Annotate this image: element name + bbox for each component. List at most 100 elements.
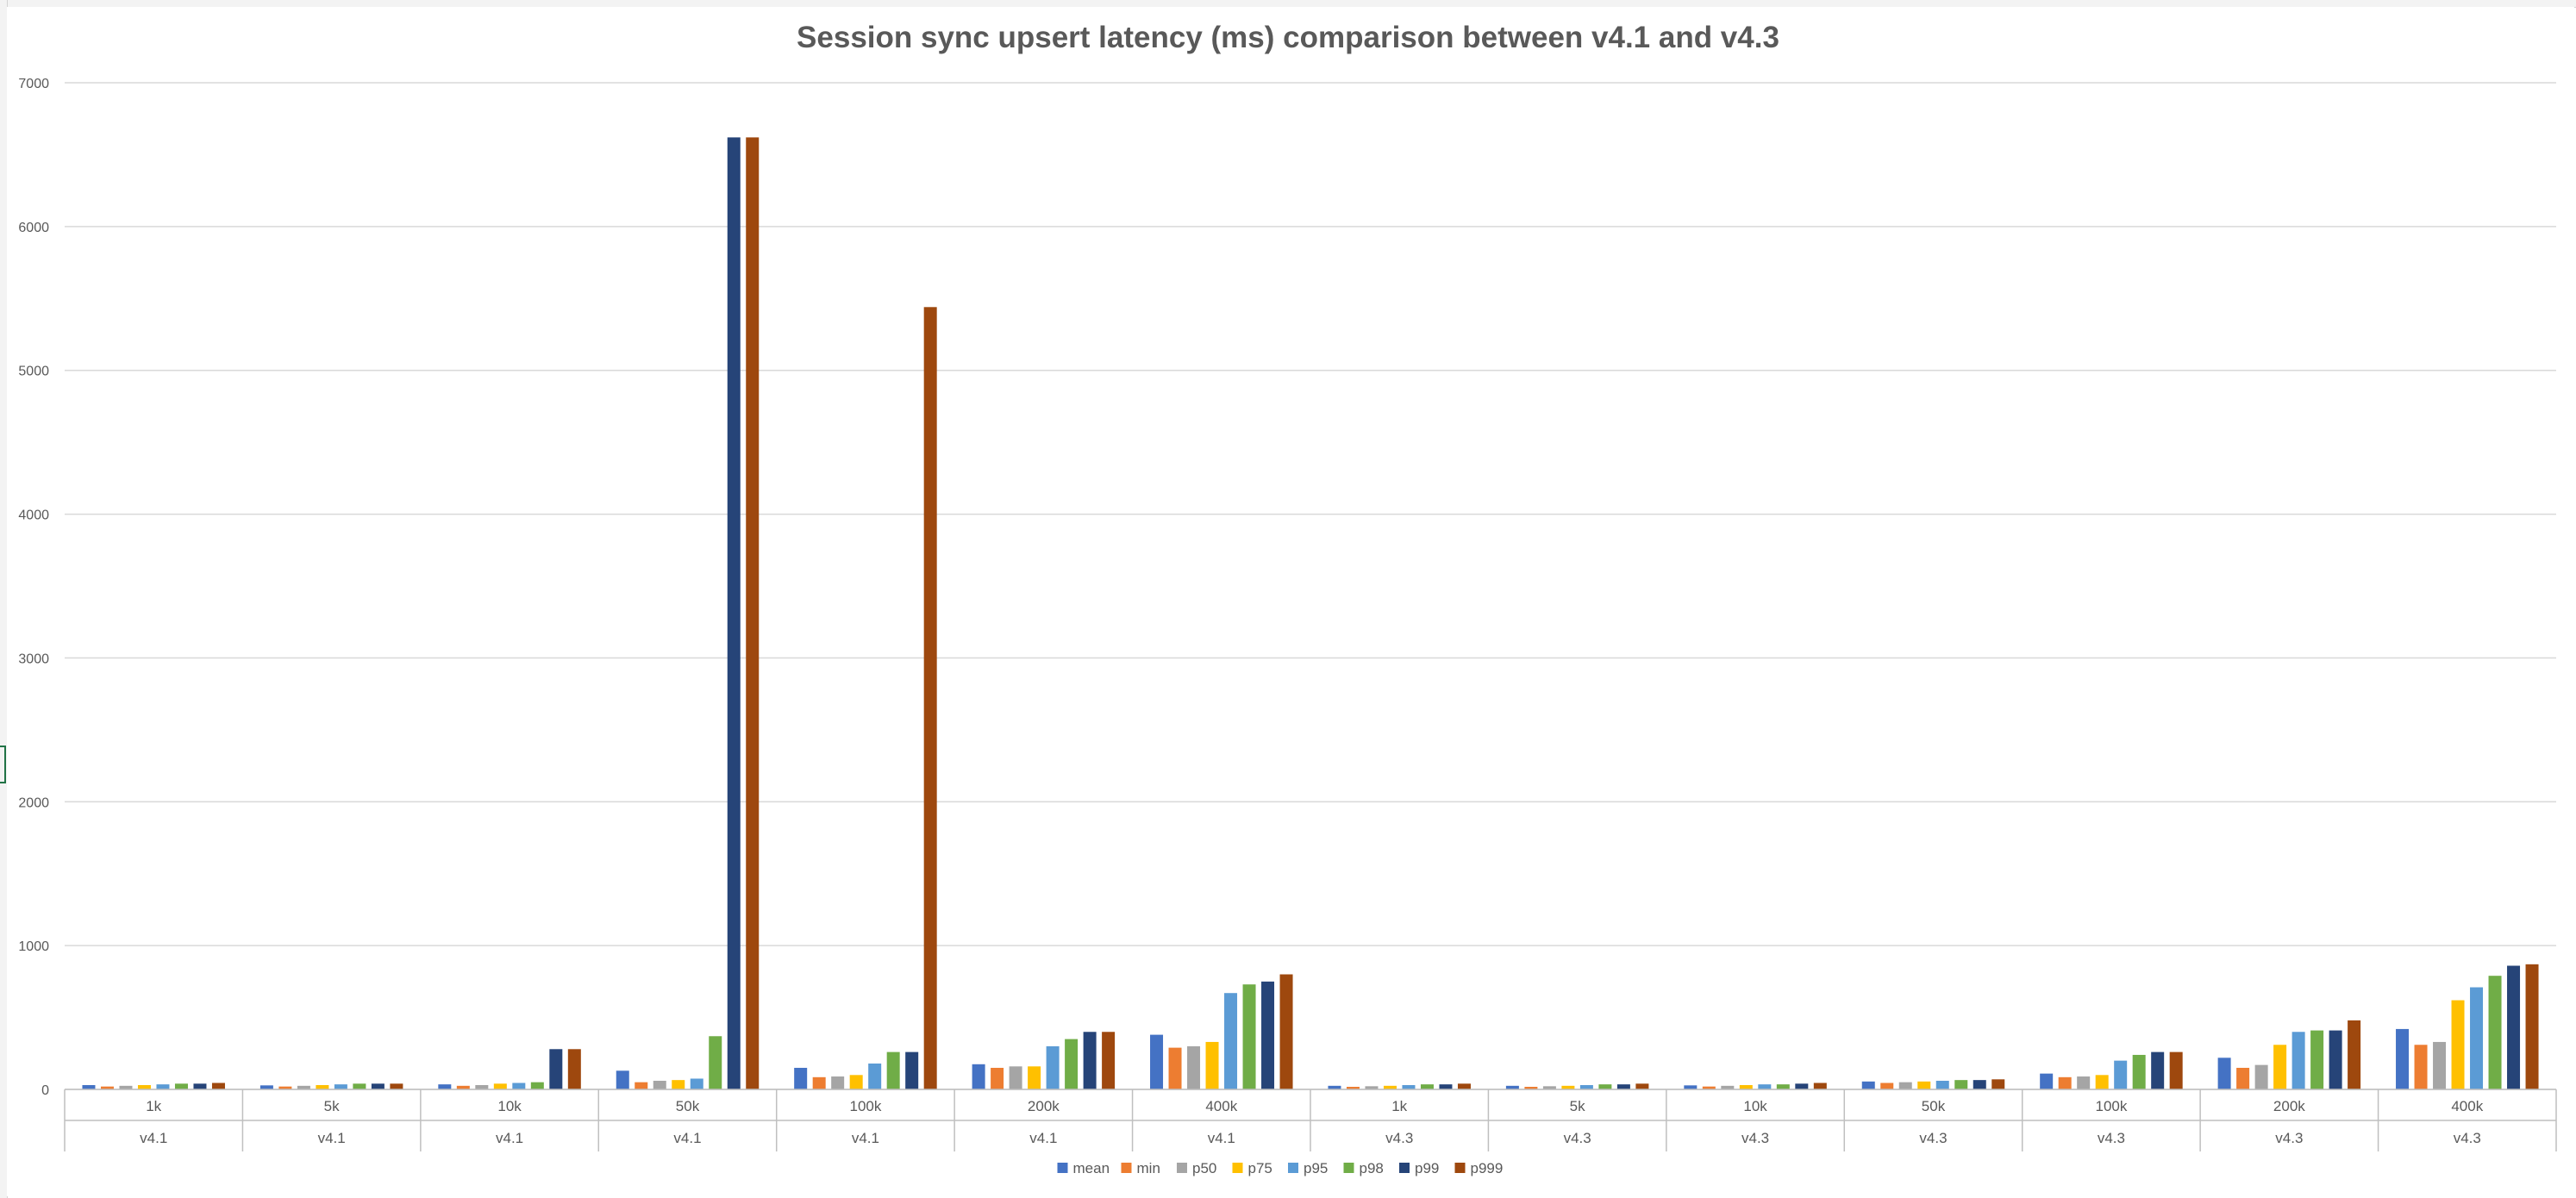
bar-min[interactable] — [2236, 1067, 2250, 1089]
bar-p99[interactable] — [193, 1083, 207, 1089]
bar-p95[interactable] — [1402, 1084, 1416, 1089]
bar-p95[interactable] — [1935, 1080, 1949, 1089]
bar-mean[interactable] — [1150, 1034, 1164, 1089]
bar-p98[interactable] — [1420, 1084, 1434, 1089]
bar-p999[interactable] — [2169, 1051, 2183, 1089]
bar-p99[interactable] — [1795, 1083, 1809, 1089]
bar-mean[interactable] — [972, 1064, 985, 1089]
bar-p95[interactable] — [334, 1084, 347, 1089]
bar-p95[interactable] — [690, 1078, 703, 1089]
bar-p999[interactable] — [211, 1083, 225, 1089]
bar-p999[interactable] — [1102, 1032, 1116, 1089]
bar-p50[interactable] — [475, 1084, 489, 1089]
bar-p50[interactable] — [1365, 1086, 1379, 1089]
bar-p75[interactable] — [2273, 1045, 2287, 1089]
bar-p95[interactable] — [868, 1063, 882, 1089]
bar-min[interactable] — [1346, 1086, 1360, 1089]
bar-p99[interactable] — [2329, 1030, 2342, 1089]
bar-p75[interactable] — [1028, 1066, 1041, 1089]
bar-p50[interactable] — [1187, 1045, 1201, 1089]
bar-p98[interactable] — [353, 1083, 366, 1089]
bar-p98[interactable] — [174, 1083, 188, 1089]
bar-min[interactable] — [2414, 1045, 2428, 1089]
bar-mean[interactable] — [82, 1084, 96, 1089]
bar-p98[interactable] — [1242, 984, 1256, 1089]
bar-p95[interactable] — [156, 1084, 170, 1089]
bar-p95[interactable] — [2470, 987, 2484, 1089]
bar-p99[interactable] — [1616, 1084, 1630, 1089]
bar-mean[interactable] — [438, 1084, 452, 1089]
bar-p75[interactable] — [2451, 1000, 2465, 1089]
bar-mean[interactable] — [2396, 1028, 2410, 1089]
bar-p75[interactable] — [137, 1084, 151, 1089]
bar-mean[interactable] — [794, 1067, 808, 1089]
bar-p999[interactable] — [2348, 1020, 2361, 1089]
bar-p50[interactable] — [1542, 1086, 1556, 1089]
bar-p75[interactable] — [1561, 1085, 1575, 1089]
bar-min[interactable] — [100, 1086, 114, 1089]
bar-p99[interactable] — [1973, 1080, 1986, 1089]
bar-min[interactable] — [812, 1076, 826, 1089]
bar-p999[interactable] — [1991, 1079, 2005, 1089]
bar-p99[interactable] — [549, 1049, 563, 1089]
bar-p50[interactable] — [297, 1085, 310, 1089]
bar-min[interactable] — [991, 1067, 1004, 1089]
bar-p95[interactable] — [1579, 1084, 1593, 1089]
bar-p75[interactable] — [1739, 1084, 1753, 1089]
bar-p50[interactable] — [2254, 1064, 2268, 1089]
bar-p98[interactable] — [2310, 1030, 2324, 1089]
bar-p999[interactable] — [2525, 964, 2539, 1089]
bar-mean[interactable] — [1684, 1085, 1698, 1089]
bar-p99[interactable] — [1261, 981, 1275, 1089]
bar-p95[interactable] — [1224, 993, 1238, 1089]
bar-p999[interactable] — [1813, 1083, 1827, 1089]
bar-p999[interactable] — [1635, 1083, 1649, 1089]
bar-mean[interactable] — [1328, 1085, 1341, 1089]
bar-p999[interactable] — [746, 137, 760, 1089]
bar-p75[interactable] — [1205, 1041, 1219, 1089]
bar-min[interactable] — [1880, 1083, 1894, 1089]
bar-p75[interactable] — [1383, 1085, 1397, 1089]
bar-p75[interactable] — [849, 1075, 863, 1089]
bar-min[interactable] — [1524, 1086, 1538, 1089]
bar-p98[interactable] — [2132, 1054, 2146, 1089]
bar-p99[interactable] — [1439, 1084, 1453, 1089]
bar-p99[interactable] — [2507, 965, 2521, 1089]
bar-mean[interactable] — [2217, 1058, 2231, 1089]
bar-min[interactable] — [1702, 1086, 1716, 1089]
bar-p95[interactable] — [2114, 1060, 2128, 1089]
bar-mean[interactable] — [259, 1085, 273, 1089]
bar-p95[interactable] — [1046, 1045, 1060, 1089]
bar-min[interactable] — [456, 1085, 470, 1089]
bar-p98[interactable] — [1065, 1039, 1079, 1089]
bar-p99[interactable] — [1083, 1032, 1097, 1089]
bar-mean[interactable] — [2040, 1073, 2054, 1089]
bar-p999[interactable] — [923, 307, 937, 1090]
bar-p50[interactable] — [119, 1085, 133, 1089]
bar-min[interactable] — [1168, 1047, 1182, 1089]
bar-p75[interactable] — [316, 1084, 329, 1089]
bar-p98[interactable] — [1954, 1080, 1968, 1089]
bar-p50[interactable] — [1009, 1066, 1022, 1089]
bar-p75[interactable] — [672, 1080, 685, 1089]
bar-p999[interactable] — [1457, 1083, 1471, 1089]
bar-p75[interactable] — [2095, 1075, 2109, 1089]
bar-p98[interactable] — [1598, 1084, 1612, 1089]
bar-p50[interactable] — [831, 1076, 845, 1089]
bar-p50[interactable] — [653, 1080, 666, 1089]
bar-p95[interactable] — [2292, 1032, 2305, 1089]
bar-min[interactable] — [278, 1086, 292, 1089]
bar-p99[interactable] — [371, 1083, 385, 1089]
bar-p99[interactable] — [905, 1051, 919, 1089]
bar-mean[interactable] — [1861, 1081, 1875, 1089]
bar-p95[interactable] — [1758, 1084, 1772, 1089]
bar-p999[interactable] — [567, 1049, 581, 1089]
bar-p50[interactable] — [2433, 1041, 2447, 1089]
bar-p50[interactable] — [1898, 1082, 1912, 1089]
bar-p95[interactable] — [512, 1083, 526, 1089]
bar-p98[interactable] — [1776, 1084, 1790, 1089]
bar-p75[interactable] — [1917, 1081, 1931, 1089]
bar-p98[interactable] — [2488, 976, 2502, 1089]
bar-p999[interactable] — [390, 1083, 403, 1089]
bar-p98[interactable] — [709, 1036, 722, 1089]
